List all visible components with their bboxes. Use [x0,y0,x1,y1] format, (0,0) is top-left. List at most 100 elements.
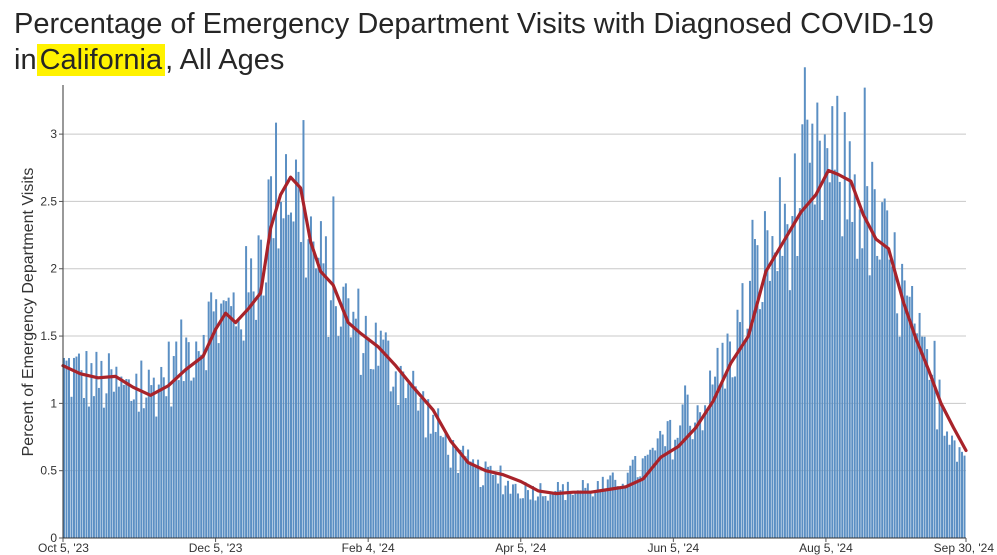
daily-bar [913,323,916,538]
daily-bar [634,456,637,538]
daily-bar [916,333,919,538]
daily-bar [372,369,375,538]
daily-bar [788,290,791,538]
daily-bar [399,365,402,538]
daily-bar [449,467,452,538]
daily-bar [92,396,95,538]
daily-bar [110,369,113,538]
daily-bar [666,421,669,538]
daily-bar [956,461,959,538]
daily-bar [798,208,801,538]
daily-bar [170,406,173,538]
daily-bar [806,119,809,538]
daily-bar [941,406,944,538]
daily-bar [115,366,118,538]
daily-bar [564,500,567,538]
daily-bar [896,313,899,538]
daily-bar [87,406,90,538]
daily-bar [332,196,335,539]
daily-bar [676,437,679,538]
daily-bar [519,498,522,538]
daily-bar [90,363,93,538]
daily-bar [105,393,108,538]
daily-bar [863,87,866,539]
daily-bar [621,483,624,538]
daily-bar [317,257,320,538]
daily-bar [734,376,736,538]
daily-bar [571,494,574,538]
daily-bar [654,450,657,538]
daily-bar [404,398,407,538]
daily-bar [507,480,510,538]
daily-bar [107,353,110,538]
daily-bar [758,309,761,538]
daily-bar [382,339,385,538]
title-line-1: Percentage of Emergency Department Visit… [14,8,934,40]
daily-bar [786,224,789,538]
daily-bar [669,419,672,538]
daily-bar [314,268,317,538]
daily-bar [412,370,415,538]
daily-bar [841,236,844,539]
daily-bar [796,256,799,538]
daily-bar [384,332,387,538]
daily-bar [63,357,65,538]
daily-bar [374,322,377,538]
daily-bar [574,493,577,538]
daily-bar [442,437,445,538]
daily-bar [721,342,724,538]
daily-bar [611,472,614,538]
daily-bar [407,383,410,538]
daily-bar [651,447,654,538]
daily-bar [624,486,627,538]
daily-bar [459,449,462,538]
daily-bar [162,377,165,538]
daily-bar [736,309,739,538]
daily-bar [596,481,599,538]
daily-bar [100,360,103,538]
daily-bar [322,263,325,538]
daily-bar [619,488,622,538]
daily-bar [943,435,946,538]
daily-bar [389,391,392,538]
daily-bar [72,357,75,538]
daily-bar [801,124,804,538]
daily-bar [773,252,776,538]
daily-bar [836,95,839,538]
daily-bar [237,320,240,538]
daily-bar [646,454,649,538]
daily-bar [581,480,584,538]
daily-bar [75,356,78,538]
daily-bar [427,399,430,538]
daily-bar [185,337,188,538]
daily-bar [858,209,861,538]
daily-bar [739,322,741,538]
daily-bar [419,398,422,538]
daily-bar [394,371,397,538]
daily-bar [811,123,814,538]
daily-bar [781,255,784,539]
daily-bar [928,379,931,538]
daily-bar [379,330,382,538]
daily-bar [347,298,350,538]
daily-bar [763,211,766,538]
daily-bar [881,202,884,538]
daily-bar [831,106,834,538]
daily-bar [888,259,891,538]
daily-bar [359,374,362,538]
daily-bar [711,384,714,538]
daily-bar [594,492,597,538]
daily-bar [639,476,642,538]
daily-bar [531,485,534,538]
daily-bar [479,486,482,538]
daily-bar [556,482,559,538]
daily-bar [803,67,806,538]
y-tick-label: 1.5 [40,329,57,343]
daily-bar [871,161,874,538]
daily-bar [489,465,492,538]
daily-bar [576,490,579,538]
daily-bar [731,377,734,538]
daily-bar [856,258,859,538]
daily-bar [175,341,178,538]
y-tick-label: 0 [50,531,57,545]
